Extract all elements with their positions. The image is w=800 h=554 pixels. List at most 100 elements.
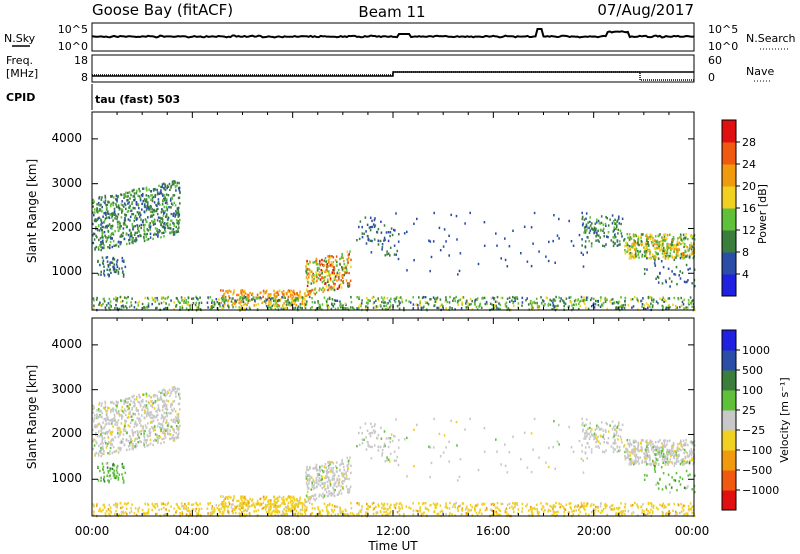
- power-cell: [100, 242, 102, 246]
- velocity-cell: [162, 437, 165, 440]
- velocity-cell: [275, 506, 277, 509]
- power-cell: [360, 302, 363, 305]
- power-cell: [668, 245, 670, 248]
- velocity-cell: [377, 445, 380, 449]
- velocity-cell: [109, 410, 112, 414]
- power-cell: [172, 233, 175, 236]
- velocity-cell: [641, 511, 643, 514]
- power-cell: [471, 299, 473, 303]
- velocity-cell: [94, 414, 96, 417]
- power-cell: [156, 306, 158, 310]
- velocity-cell: [101, 441, 103, 445]
- power-cell: [689, 235, 692, 238]
- power-cell: [508, 296, 511, 299]
- power-cell: [134, 197, 136, 200]
- power-cell: [323, 296, 326, 299]
- power-cell: [466, 299, 468, 302]
- power-cell: [206, 301, 209, 304]
- velocity-cell: [650, 502, 653, 506]
- velocity-cell: [305, 482, 308, 485]
- velocity-cell: [268, 508, 270, 511]
- power-cell: [317, 277, 320, 280]
- power-cell: [374, 217, 376, 220]
- velocity-cell: [97, 479, 100, 482]
- velocity-cell: [686, 452, 689, 455]
- velocity-cell: [333, 494, 336, 498]
- noise-panel: N.Sky 10^5 10^0 10^5 10^0 N.Search: [4, 22, 796, 53]
- power-cell: [531, 304, 533, 307]
- velocity-cell: [605, 421, 607, 425]
- velocity-cell: [125, 439, 128, 442]
- power-cell: [645, 234, 647, 237]
- power-cell: [146, 204, 149, 208]
- power-cell: [241, 305, 243, 308]
- velocity-cell: [314, 466, 316, 470]
- velocity-cell: [324, 476, 326, 479]
- velocity-cell: [674, 461, 676, 465]
- velocity-cell: [156, 435, 158, 439]
- power-cell: [158, 231, 160, 234]
- power-cell: [166, 202, 169, 205]
- power-cell: [121, 259, 124, 263]
- velocity-cell: [259, 504, 261, 507]
- power-cell: [103, 269, 105, 273]
- power-cell: [111, 194, 113, 198]
- velocity-cell: [154, 393, 156, 397]
- power-cell: [149, 236, 152, 239]
- power-cell: [631, 298, 634, 301]
- velocity-cell: [645, 457, 648, 460]
- velocity-cell: [461, 502, 464, 505]
- power-cell: [141, 302, 144, 306]
- power-cell: [367, 238, 369, 241]
- velocity-cell: [176, 413, 179, 416]
- power-cell: [332, 260, 335, 264]
- power-cell: [169, 188, 171, 192]
- power-cell: [643, 268, 646, 271]
- velocity-cell: [179, 424, 181, 428]
- power-cell: [147, 207, 150, 210]
- velocity-cell: [652, 506, 655, 509]
- velocity-cell: [306, 479, 309, 482]
- velocity-cell: [134, 420, 137, 424]
- velocity-cell: [641, 459, 644, 463]
- velocity-cell: [496, 512, 498, 516]
- power-cell: [142, 219, 144, 222]
- power-cell: [117, 270, 120, 273]
- power-cell: [593, 226, 596, 229]
- power-cell: [111, 227, 113, 230]
- velocity-cell: [139, 417, 141, 421]
- power-cell: [549, 303, 552, 306]
- power-cell: [103, 230, 106, 234]
- power-cell: [283, 302, 285, 305]
- velocity-cell: [156, 433, 159, 437]
- velocity-cell: [294, 512, 297, 516]
- power-cell: [129, 204, 131, 207]
- velocity-cell: [663, 443, 665, 446]
- power-cell: [650, 241, 653, 244]
- power-cell: [683, 242, 686, 246]
- power-cell: [129, 219, 131, 222]
- velocity-cell: [112, 439, 115, 442]
- velocity-cell: [170, 505, 172, 508]
- power-cell: [401, 298, 403, 301]
- power-cell: [644, 242, 647, 245]
- velocity-cell: [281, 497, 283, 500]
- velocity-cell: [105, 446, 108, 449]
- velocity-cell: [109, 443, 112, 446]
- velocity-cell: [297, 511, 300, 514]
- power-cell: [675, 256, 677, 259]
- velocity-cell: [689, 450, 691, 453]
- velocity-cell: [144, 439, 147, 442]
- velocity-cell: [648, 462, 650, 466]
- power-cell: [127, 295, 129, 299]
- power-cell: [244, 302, 247, 305]
- power-cell: [120, 233, 123, 236]
- velocity-cell: [685, 450, 687, 454]
- power-cell: [264, 297, 267, 301]
- power-cell: [179, 306, 181, 309]
- velocity-cell: [646, 445, 648, 448]
- power-cell: [350, 301, 353, 304]
- power-cell: [132, 212, 135, 216]
- power-cell: [99, 244, 101, 247]
- velocity-cell: [99, 415, 101, 418]
